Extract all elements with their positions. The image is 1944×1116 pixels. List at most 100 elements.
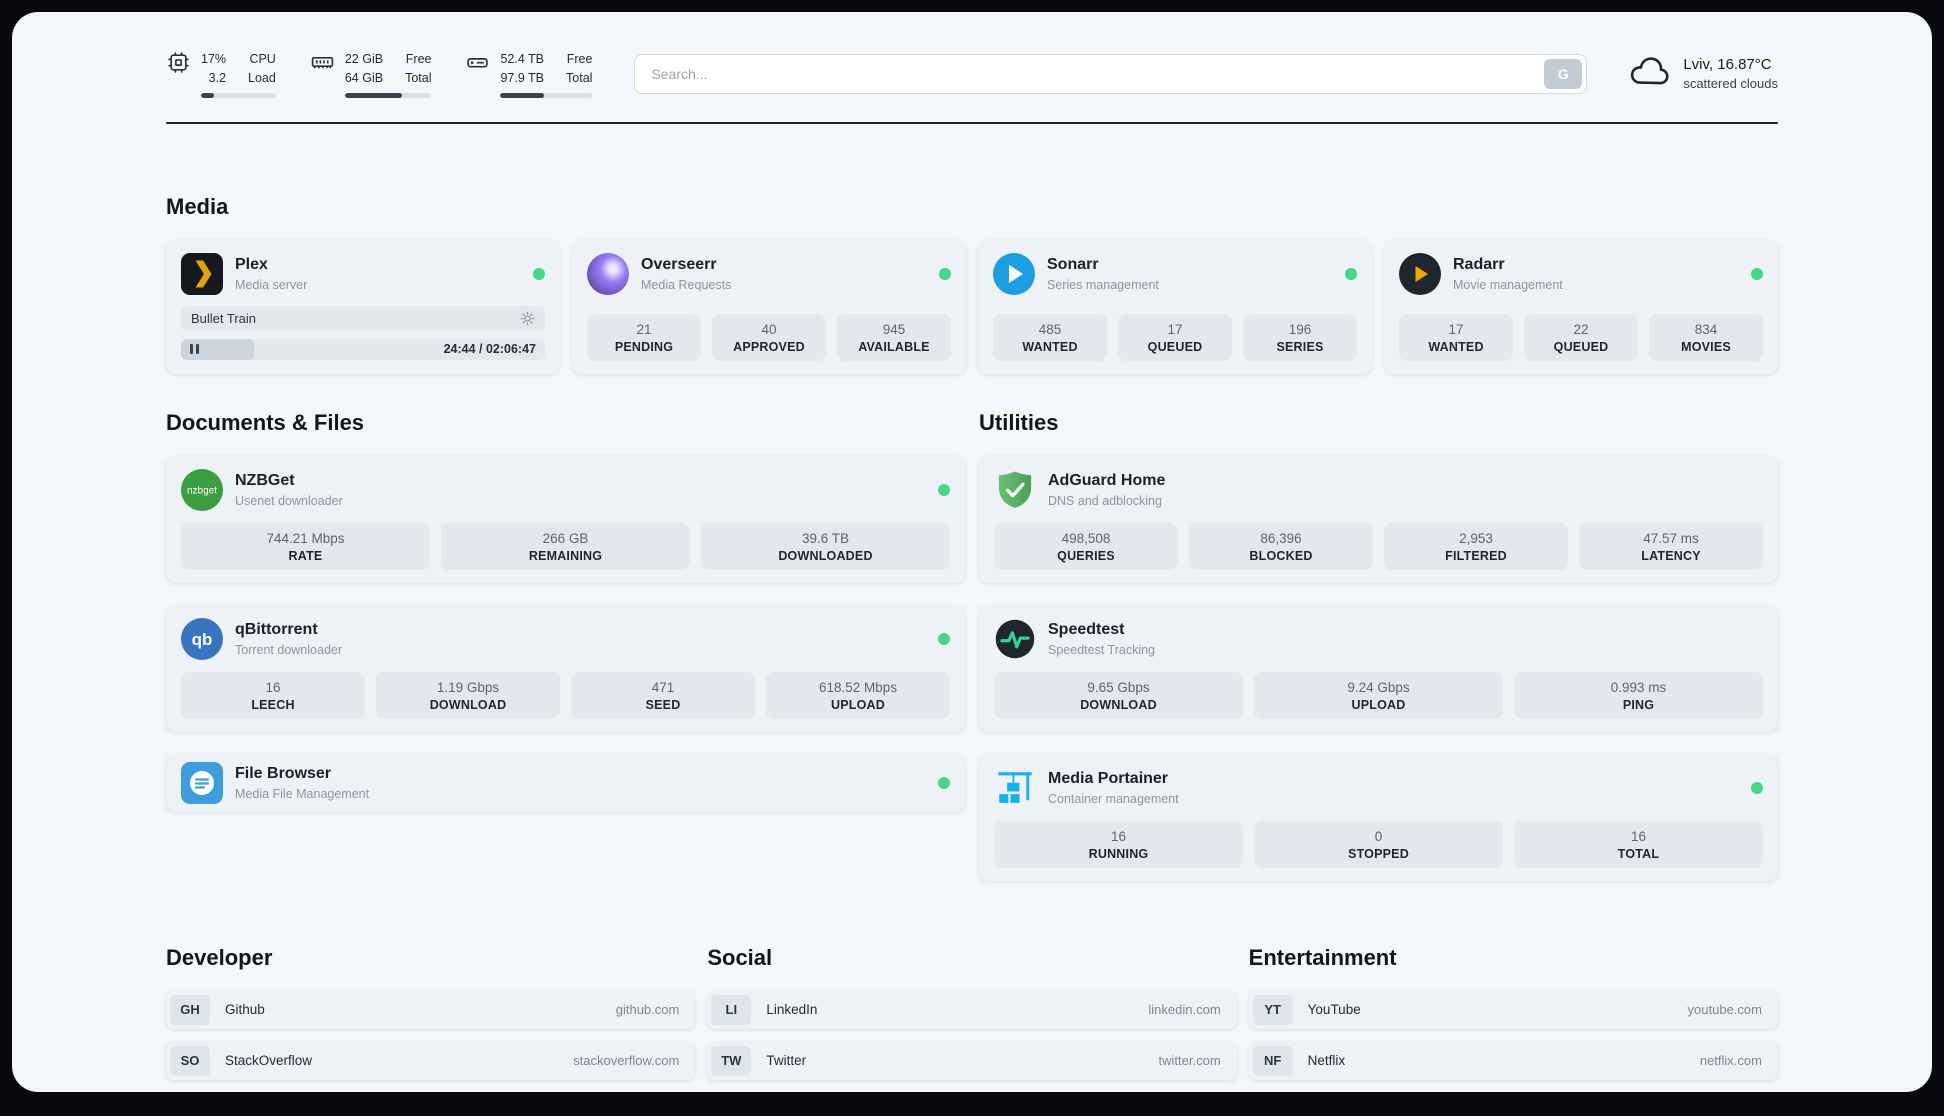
status-dot <box>939 267 951 280</box>
qbittorrent-icon: qb <box>181 617 223 660</box>
weather-widget: Lviv, 16.87°C scattered clouds <box>1629 56 1778 92</box>
stat-box: 0 STOPPED <box>1254 820 1503 868</box>
stat-box: 945 AVAILABLE <box>837 313 951 361</box>
github-badge: GH <box>170 994 210 1025</box>
nzbget-icon: nzbget <box>181 468 223 511</box>
section-title-documents: Documents & Files <box>166 409 365 435</box>
twitter-badge: TW <box>711 1045 752 1076</box>
app-card-sonarr[interactable]: Sonarr Series management 485 WANTED 17 Q… <box>978 239 1372 374</box>
app-card-portainer[interactable]: Media Portainer Container management 16 … <box>979 753 1778 881</box>
stat-box: 16 TOTAL <box>1514 820 1763 868</box>
app-name: Overseerr <box>641 256 717 274</box>
app-subtitle: Usenet downloader <box>235 493 343 508</box>
stat-box: 9.24 Gbps UPLOAD <box>1254 671 1503 719</box>
weather-location: Lviv, 16.87°C <box>1683 56 1772 74</box>
link-item-youtube[interactable]: YT YouTube youtube.com <box>1248 990 1778 1029</box>
app-subtitle: Series management <box>1047 277 1159 292</box>
stat-box: 834 MOVIES <box>1649 313 1763 361</box>
pause-icon[interactable] <box>190 344 199 354</box>
cpu-icon <box>166 50 191 75</box>
stat-box: 485 WANTED <box>993 313 1107 361</box>
disk-icon <box>465 50 490 75</box>
sonarr-icon <box>993 252 1035 295</box>
status-dot <box>938 776 950 789</box>
section-documents: Documents & Files nzbget NZBGet Usenet d… <box>166 410 965 881</box>
app-name: Media Portainer <box>1048 770 1169 788</box>
storage-monitor: 52.4 TB 97.9 TB Free Total <box>465 50 593 98</box>
system-monitors: 17% 3.2 CPU Load <box>166 50 593 98</box>
stat-box: 2,953 FILTERED <box>1384 522 1568 570</box>
app-name: Radarr <box>1453 256 1505 274</box>
link-item-github[interactable]: GH Github github.com <box>166 990 696 1029</box>
stat-box: 17 WANTED <box>1399 313 1513 361</box>
app-subtitle: DNS and adblocking <box>1048 493 1162 508</box>
app-name: Speedtest <box>1048 621 1125 639</box>
plex-icon <box>181 252 223 295</box>
section-title-entertainment: Entertainment <box>1248 944 1397 970</box>
stat-box: 196 SERIES <box>1243 313 1357 361</box>
app-name: NZBGet <box>235 472 295 490</box>
netflix-badge: NF <box>1252 1045 1293 1076</box>
app-subtitle: Media server <box>235 277 308 292</box>
section-media: Media Plex Media server <box>166 194 1778 374</box>
status-dot <box>938 632 950 645</box>
storage-values: 52.4 TB 97.9 TB <box>500 52 545 85</box>
overseerr-icon <box>587 252 629 295</box>
memory-values: 22 GiB 64 GiB <box>344 52 384 85</box>
now-playing-title: Bullet Train <box>191 310 257 326</box>
search-input[interactable] <box>634 53 1588 94</box>
app-card-filebrowser[interactable]: File Browser Media File Management <box>166 753 965 812</box>
gear-icon[interactable] <box>520 311 535 326</box>
section-title-media: Media <box>166 193 229 219</box>
status-dot <box>1345 267 1357 280</box>
top-bar: 17% 3.2 CPU Load <box>166 12 1778 98</box>
stat-box: 17 QUEUED <box>1118 313 1232 361</box>
cpu-values: 17% 3.2 <box>201 52 227 85</box>
link-item-stackoverflow[interactable]: SO StackOverflow stackoverflow.com <box>166 1041 696 1080</box>
link-item-linkedin[interactable]: LI LinkedIn linkedin.com <box>707 990 1237 1029</box>
section-title-utilities: Utilities <box>979 409 1059 435</box>
cloud-icon <box>1629 56 1671 92</box>
stat-box: 16 LEECH <box>181 671 365 719</box>
stackoverflow-badge: SO <box>170 1045 210 1076</box>
app-card-speedtest[interactable]: Speedtest Speedtest Tracking 9.65 Gbps D… <box>979 604 1778 732</box>
app-subtitle: Speedtest Tracking <box>1048 642 1156 657</box>
playback-bar[interactable]: 24:44 / 02:06:47 <box>181 338 545 360</box>
app-subtitle: Container management <box>1048 791 1179 806</box>
stat-box: 266 GB REMAINING <box>441 522 690 570</box>
memory-monitor: 22 GiB 64 GiB Free Total <box>310 50 432 98</box>
app-name: Sonarr <box>1047 256 1099 274</box>
status-dot <box>938 483 950 496</box>
search-bar: G <box>634 53 1588 94</box>
stat-box: 1.19 Gbps DOWNLOAD <box>376 671 560 719</box>
stat-box: 471 SEED <box>571 671 755 719</box>
memory-labels: Free Total <box>405 52 432 85</box>
stat-box: 0.993 ms PING <box>1514 671 1763 719</box>
app-card-plex[interactable]: Plex Media server Bullet Train <box>166 239 560 374</box>
stat-box: 498,508 QUERIES <box>994 522 1178 570</box>
stat-box: 86,396 BLOCKED <box>1189 522 1373 570</box>
section-social: Social LI LinkedIn linkedin.com TW Twitt… <box>707 945 1237 1093</box>
app-card-nzbget[interactable]: nzbget NZBGet Usenet downloader 744.21 M… <box>166 455 965 583</box>
section-utilities: Utilities <box>979 410 1778 881</box>
weather-condition: scattered clouds <box>1683 76 1778 92</box>
svg-text:qb: qb <box>192 630 213 649</box>
portainer-icon <box>994 767 1036 809</box>
storage-progress-bar <box>500 92 593 98</box>
filebrowser-icon <box>181 761 223 804</box>
app-card-qbittorrent[interactable]: qb qBittorrent Torrent downloader 16 <box>166 604 965 732</box>
cpu-progress-bar <box>201 92 276 98</box>
app-card-overseerr[interactable]: Overseerr Media Requests 21 PENDING 40 A… <box>572 239 966 374</box>
section-entertainment: Entertainment YT YouTube youtube.com NF … <box>1248 944 1778 1093</box>
search-engine-button[interactable]: G <box>1544 58 1583 89</box>
now-playing-row: Bullet Train <box>181 305 545 331</box>
app-card-adguard[interactable]: AdGuard Home DNS and adblocking 498,508 … <box>979 455 1778 583</box>
app-card-radarr[interactable]: Radarr Movie management 17 WANTED 22 QUE… <box>1384 239 1778 374</box>
stat-box: 16 RUNNING <box>994 820 1243 868</box>
section-developer: Developer GH Github github.com SO StackO… <box>166 944 696 1093</box>
section-title-developer: Developer <box>166 944 273 970</box>
stat-box: 39.6 TB DOWNLOADED <box>701 522 950 570</box>
storage-labels: Free Total <box>566 52 593 85</box>
link-item-netflix[interactable]: NF Netflix netflix.com <box>1248 1041 1778 1080</box>
link-item-twitter[interactable]: TW Twitter twitter.com <box>707 1041 1237 1080</box>
